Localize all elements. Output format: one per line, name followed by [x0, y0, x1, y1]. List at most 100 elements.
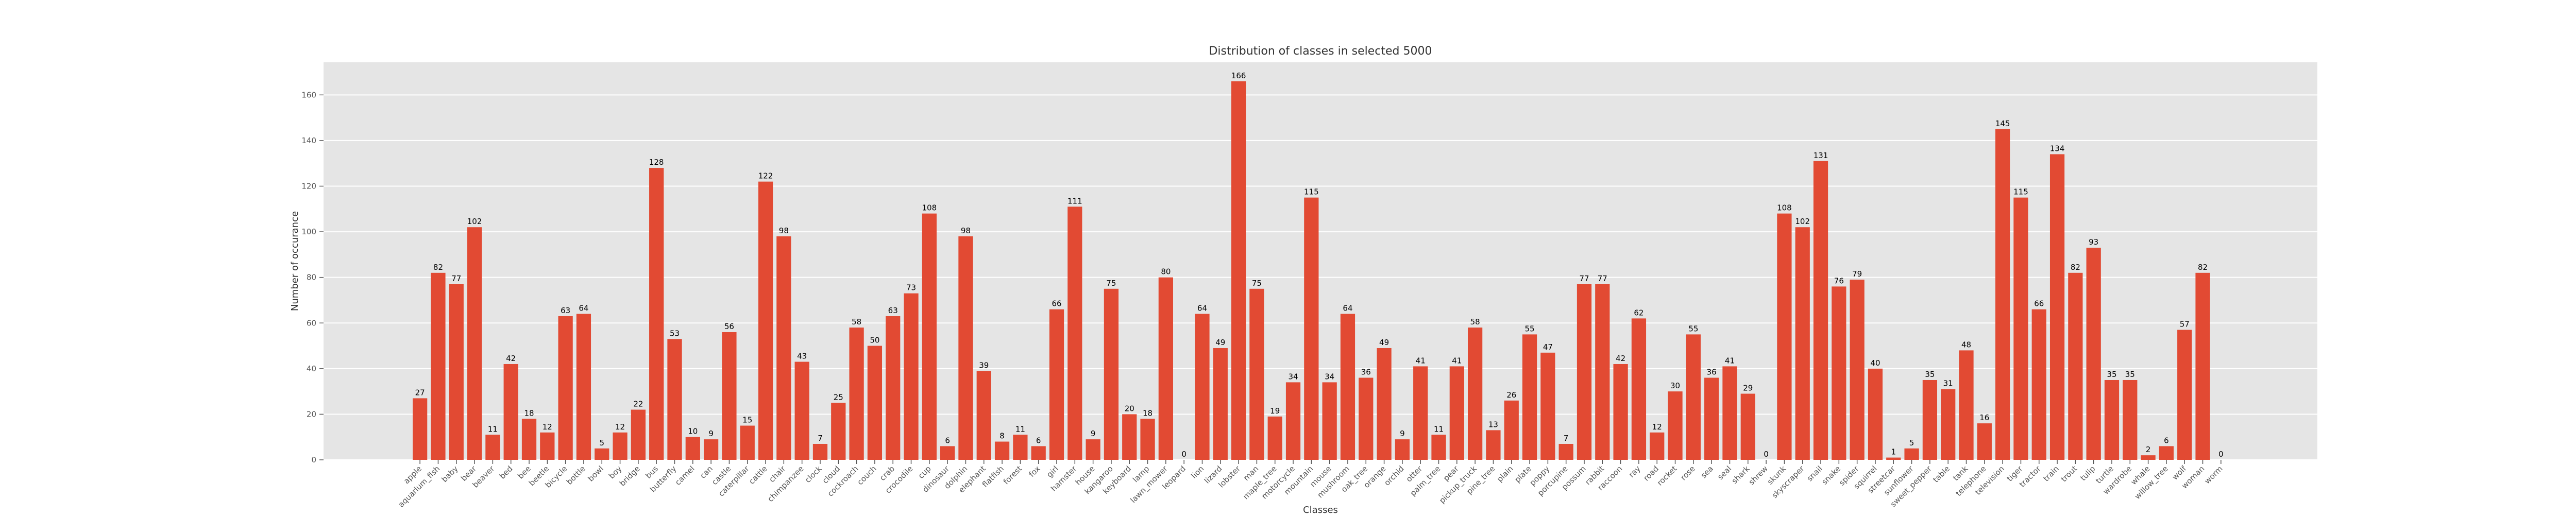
value-label: 115	[2013, 187, 2028, 197]
bar	[740, 425, 755, 460]
bar	[1795, 227, 1810, 460]
value-label: 41	[1725, 356, 1735, 365]
value-label: 64	[579, 304, 588, 313]
value-label: 10	[688, 427, 698, 436]
bar	[503, 364, 518, 460]
value-label: 6	[1036, 436, 1041, 445]
x-tick-label: trout	[2059, 464, 2079, 484]
y-axis-label: Number of occurance	[290, 211, 300, 311]
x-tick-label: forest	[1002, 464, 1024, 486]
bar	[1922, 380, 1938, 460]
value-label: 53	[670, 329, 680, 338]
value-label: 102	[1795, 217, 1810, 226]
value-label: 41	[1452, 356, 1462, 365]
value-label: 64	[1197, 304, 1207, 313]
bar	[2104, 380, 2120, 460]
bar	[1486, 430, 1501, 460]
value-label: 5	[1909, 438, 1914, 447]
bar	[1959, 350, 1974, 460]
bar	[1904, 448, 1919, 460]
value-label: 13	[1488, 420, 1498, 429]
value-label: 9	[1091, 429, 1096, 438]
bar	[776, 236, 791, 460]
value-label: 50	[870, 336, 879, 345]
value-label: 49	[1215, 338, 1225, 347]
value-label: 19	[1270, 406, 1280, 416]
bar	[1304, 197, 1319, 460]
y-tick-label: 60	[307, 318, 316, 328]
y-tick-label: 160	[301, 90, 316, 99]
bar	[1995, 129, 2010, 460]
value-label: 58	[1470, 317, 1480, 326]
value-label: 18	[524, 408, 534, 418]
value-label: 49	[1379, 338, 1389, 347]
bar	[703, 439, 719, 460]
bar	[758, 181, 773, 460]
value-label: 82	[433, 263, 443, 272]
bar	[1722, 366, 1737, 460]
value-label: 128	[649, 158, 664, 167]
x-tick-label: tractor	[2018, 464, 2043, 489]
bar	[649, 168, 664, 460]
value-label: 11	[488, 424, 498, 434]
value-label: 108	[1777, 203, 1792, 213]
value-label: 18	[1143, 408, 1153, 418]
bar	[2195, 272, 2210, 460]
value-label: 16	[1979, 413, 1989, 422]
bar	[1941, 389, 1956, 460]
bar	[1431, 435, 1446, 460]
x-tick-label: rocket	[1655, 464, 1679, 488]
value-label: 31	[1943, 379, 1953, 388]
bar	[1504, 400, 1519, 460]
value-label: 25	[834, 392, 843, 402]
bar	[1031, 446, 1046, 460]
bar	[849, 328, 864, 460]
value-label: 36	[1361, 368, 1371, 377]
x-tick-label: bowl	[586, 464, 605, 484]
value-label: 108	[922, 203, 937, 213]
bar	[976, 371, 991, 460]
value-label: 77	[451, 274, 461, 283]
bar	[1359, 377, 1374, 460]
bar	[1740, 393, 1755, 460]
bar	[940, 446, 955, 460]
value-label: 7	[1564, 434, 1569, 443]
bar	[1777, 213, 1792, 460]
bar	[1613, 364, 1628, 460]
bar	[1340, 314, 1355, 460]
value-label: 47	[1543, 342, 1553, 352]
bar	[1977, 423, 1992, 460]
bar	[1468, 328, 1483, 460]
x-tick-label: rose	[1679, 464, 1697, 482]
bar	[576, 314, 591, 460]
x-tick-label: plain	[1495, 464, 1515, 484]
value-label: 55	[1525, 324, 1535, 333]
value-label: 5	[599, 438, 604, 447]
value-label: 55	[1688, 324, 1698, 333]
bar	[1158, 277, 1173, 460]
x-tick-label: ray	[1627, 464, 1642, 479]
y-tick-label: 80	[307, 273, 316, 282]
value-label: 42	[506, 354, 516, 363]
value-label: 73	[906, 283, 916, 292]
value-label: 56	[724, 322, 734, 331]
value-label: 102	[467, 217, 482, 226]
value-label: 82	[2198, 263, 2208, 272]
chart-title: Distribution of classes in selected 5000	[1209, 45, 1432, 58]
bar	[922, 213, 937, 460]
bar	[1558, 443, 1573, 460]
x-tick-label: train	[2041, 464, 2060, 483]
bar	[1668, 391, 1683, 460]
value-label: 22	[633, 400, 643, 409]
value-label: 131	[1814, 151, 1828, 160]
bar	[1013, 435, 1028, 460]
value-label: 62	[1634, 308, 1643, 317]
x-tick-label: camel	[673, 464, 697, 487]
value-label: 12	[615, 422, 625, 432]
bar	[1595, 284, 1610, 460]
value-label: 7	[818, 434, 823, 443]
bar	[1267, 416, 1282, 460]
bar	[1886, 457, 1901, 460]
bar	[595, 448, 609, 460]
value-label: 122	[758, 171, 773, 181]
